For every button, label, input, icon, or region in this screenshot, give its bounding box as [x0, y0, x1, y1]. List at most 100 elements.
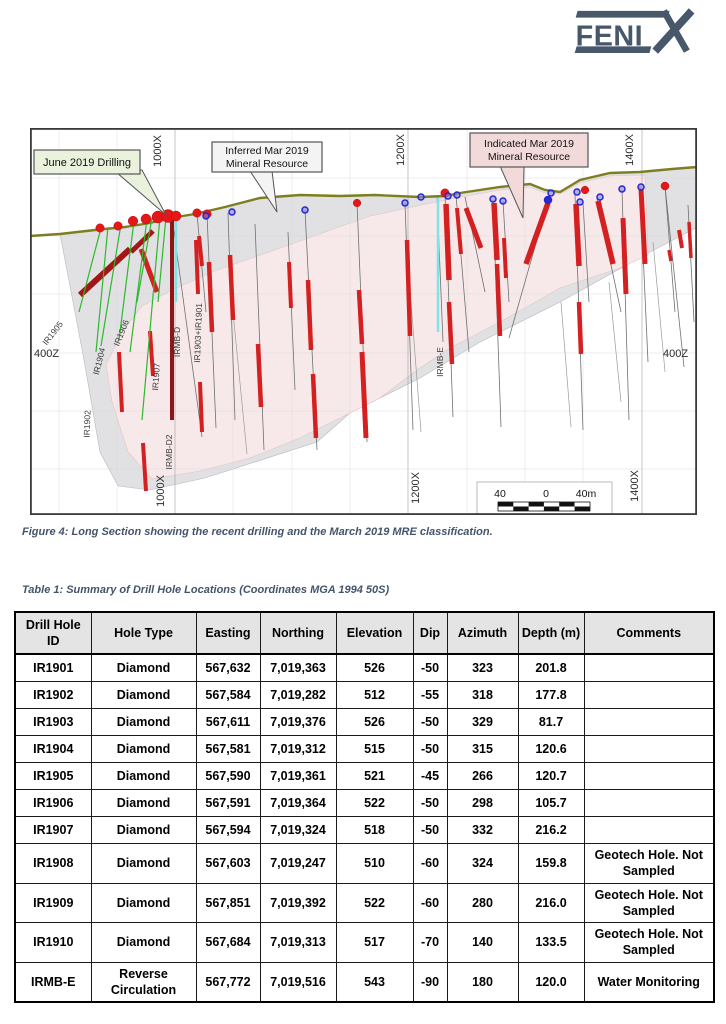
table-cell: Diamond	[90, 762, 197, 790]
column-header-drill-hole-id: Drill Hole ID	[14, 611, 92, 655]
z-tick-left: 400Z	[34, 348, 59, 360]
hole-label: IRMB-D2	[164, 434, 174, 469]
fenix-logo: FENI	[574, 8, 700, 54]
table-cell: 180	[446, 961, 519, 1003]
table-cell: -70	[412, 922, 448, 963]
table-cell: 7,019,392	[259, 882, 337, 923]
drill-hole-table: Drill Hole ID Hole Type Easting Northing…	[14, 611, 715, 1003]
table-cell	[583, 681, 715, 709]
table-cell: IR1902	[14, 681, 92, 709]
hole-label: IR1903+IR1901	[192, 303, 204, 363]
x-tick-bottom: 1400X	[629, 469, 641, 501]
figure-border	[30, 128, 697, 515]
table-row: IRMB-E Reverse Circulation 567,772 7,019,51…	[14, 961, 715, 1003]
table-row: IR1903 Diamond 567,611 7,019,376 526 -50 329 81…	[14, 708, 715, 736]
historic-collars	[202, 183, 645, 220]
table-row: IR1908 Diamond 567,603 7,019,247 510 -60 324 15…	[14, 843, 715, 884]
table-cell: Geotech Hole. Not Sampled	[583, 922, 715, 963]
table-cell: IR1903	[14, 708, 92, 736]
x-tick-top: 1400X	[624, 133, 636, 165]
table-cell: -60	[412, 882, 448, 923]
table-cell: 133.5	[517, 922, 585, 963]
table-cell: 280	[446, 882, 519, 923]
table-cell: 7,019,364	[259, 789, 337, 817]
scale-label-middle: 0	[543, 488, 549, 500]
table-cell: 518	[335, 816, 414, 844]
june-drill-traces	[78, 216, 167, 421]
table-cell: 120.0	[517, 961, 585, 1003]
table-cell: 216.0	[517, 882, 585, 923]
indicated-resource-region	[105, 174, 649, 480]
table-cell: 521	[335, 762, 414, 790]
table-cell: 329	[446, 708, 519, 736]
table-cell: 567,632	[195, 653, 261, 682]
callout-text: Inferred Mar 2019	[225, 145, 309, 157]
table-cell: 298	[446, 789, 519, 817]
mineral-intercepts	[77, 188, 693, 492]
table-cell: 7,019,516	[259, 961, 337, 1003]
table-cell: -50	[412, 735, 448, 763]
table-cell	[583, 789, 715, 817]
table-row: IR1910 Diamond 567,684 7,019,313 517 -70 140 13…	[14, 922, 715, 963]
deep-traces	[232, 241, 666, 455]
scale-bar-checker	[497, 501, 591, 512]
callout-text: Mineral Resource	[488, 151, 570, 163]
column-header-northing: Northing	[259, 611, 337, 655]
x-tick-top: 1200X	[395, 133, 407, 165]
table-cell: 7,019,361	[259, 762, 337, 790]
table-cell: IR1909	[14, 882, 92, 923]
table-cell: -50	[412, 789, 448, 817]
table-cell: 567,772	[195, 961, 261, 1003]
table-cell: -90	[412, 961, 448, 1003]
table-cell: 105.7	[517, 789, 585, 817]
table-cell: 526	[335, 708, 414, 736]
column-header-hole-type: Hole Type	[90, 611, 197, 655]
table-cell	[583, 735, 715, 763]
column-header-depth: Depth (m)	[517, 611, 585, 655]
june-collars	[95, 181, 670, 233]
table-cell: 332	[446, 816, 519, 844]
table-cell: Diamond	[90, 843, 197, 884]
table-cell: Water Monitoring	[583, 961, 715, 1003]
callout-text: Indicated Mar 2019	[484, 138, 574, 150]
table-cell: Diamond	[90, 816, 197, 844]
logo-x-glyph	[652, 8, 695, 54]
axis-labels: 1000X 1200X 1400X 1000X 1200X 1400X 400Z…	[34, 133, 688, 506]
table-row: IR1902 Diamond 567,584 7,019,282 512 -55 318 17…	[14, 681, 715, 709]
column-header-easting: Easting	[195, 611, 261, 655]
table-row: IR1901 Diamond 567,632 7,019,363 526 -50 323 20…	[14, 653, 715, 682]
table-cell: 567,851	[195, 882, 261, 923]
table-cell: -55	[412, 681, 448, 709]
table-cell: 512	[335, 681, 414, 709]
column-header-elevation: Elevation	[335, 611, 414, 655]
table-row: IR1909 Diamond 567,851 7,019,392 522 -60 280 21…	[14, 882, 715, 923]
table-cell	[583, 762, 715, 790]
table-cell: Geotech Hole. Not Sampled	[583, 843, 715, 884]
table-cell: 567,603	[195, 843, 261, 884]
table-cell: Diamond	[90, 922, 197, 963]
water-bores	[174, 198, 440, 332]
table-cell: 81.7	[517, 708, 585, 736]
table-caption: Table 1: Summary of Drill Hole Locations…	[22, 584, 390, 596]
hole-label: IRMB-D	[172, 327, 182, 357]
table-cell	[583, 708, 715, 736]
table-cell: -60	[412, 843, 448, 884]
long-section-figure: IR1905 IR1904 IR1906 IR1907 IR1902 IRMB-…	[30, 128, 697, 515]
table-cell: 7,019,324	[259, 816, 337, 844]
table-cell: 526	[335, 653, 414, 682]
table-cell: IR1907	[14, 816, 92, 844]
fenix-logo-graphic: FENI	[574, 8, 695, 54]
table-cell: 515	[335, 735, 414, 763]
x-tick-bottom: 1200X	[410, 471, 422, 503]
table-cell: Diamond	[90, 882, 197, 923]
hole-label: IRMB-E	[435, 347, 445, 377]
table-cell: Geotech Hole. Not Sampled	[583, 882, 715, 923]
table-cell: 7,019,313	[259, 922, 337, 963]
table-cell: IR1910	[14, 922, 92, 963]
table-row: IR1907 Diamond 567,594 7,019,324 518 -50 332 21…	[14, 816, 715, 844]
table-cell: -50	[412, 653, 448, 682]
table-cell: IR1904	[14, 735, 92, 763]
table-cell: 201.8	[517, 653, 585, 682]
figure-caption: Figure 4: Long Section showing the recen…	[22, 526, 493, 538]
table-cell: 7,019,376	[259, 708, 337, 736]
